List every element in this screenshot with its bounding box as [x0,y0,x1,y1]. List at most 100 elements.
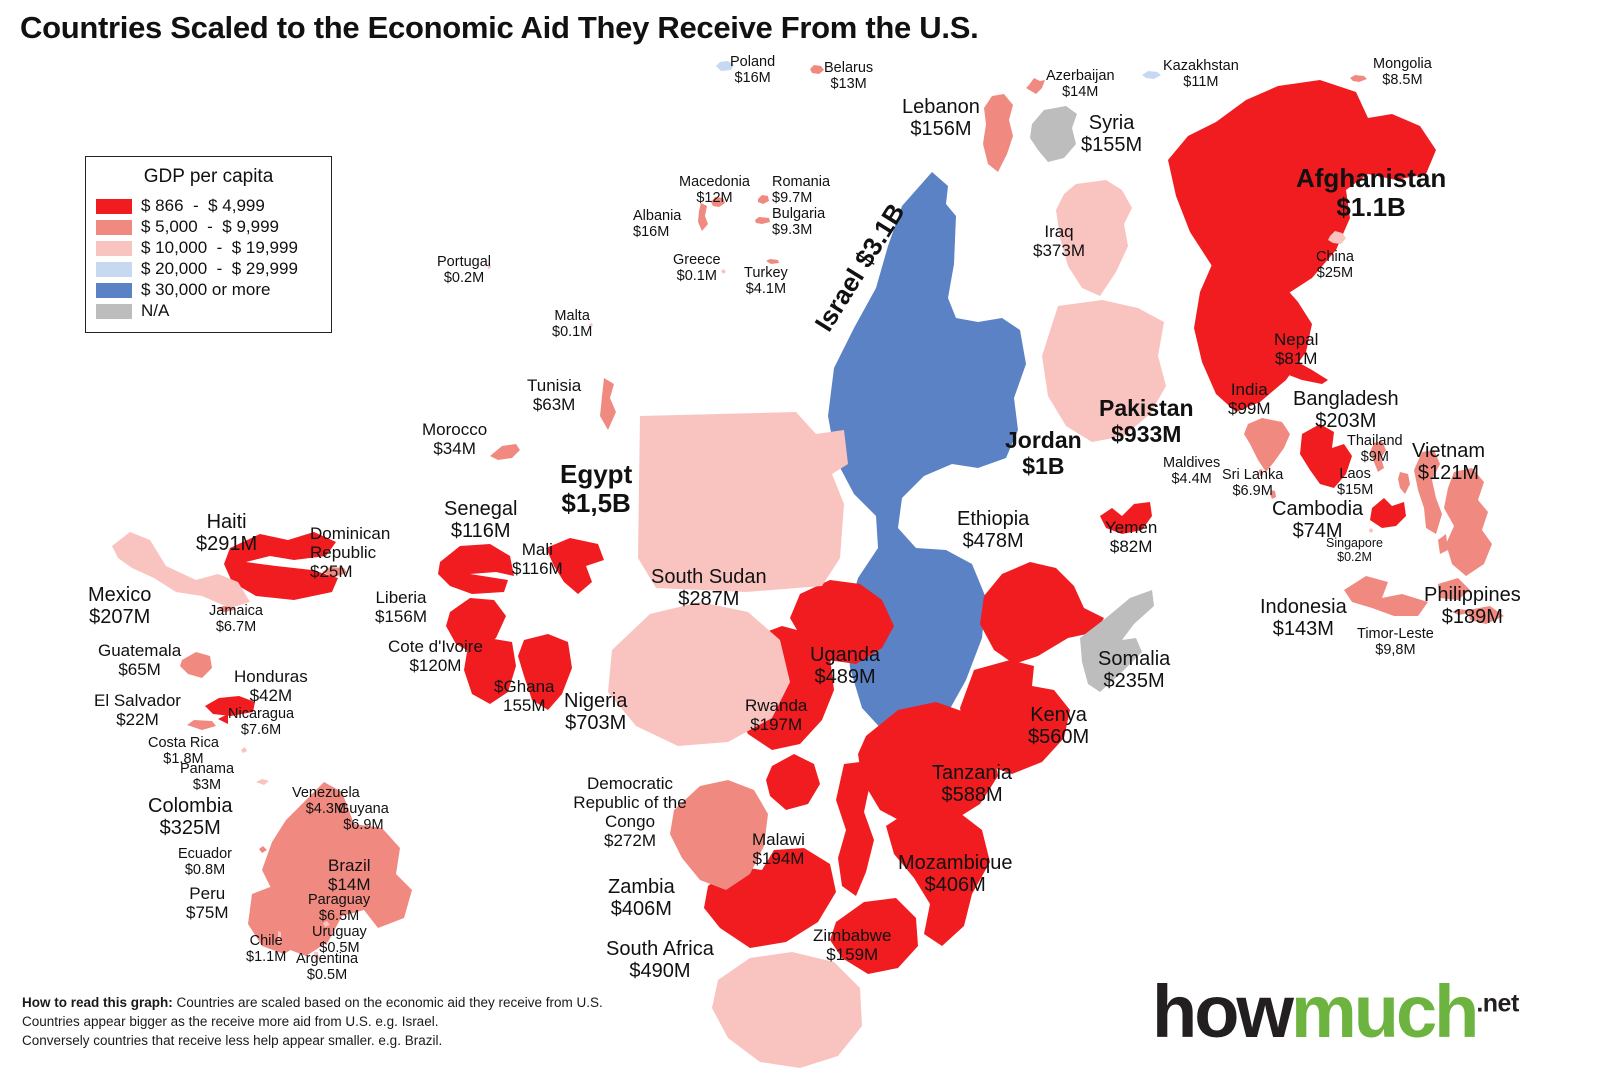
country-shape-belarus [809,64,825,75]
country-shape-portugal [486,262,492,270]
label-thailand: Thailand $9M [1347,433,1403,466]
label-afghanistan: Afghanistan $1.1B [1296,163,1447,223]
label-cambodia: Cambodia $74M [1272,498,1364,543]
label-tanzania: Tanzania $588M [932,762,1013,807]
country-shape-azerbaijan [1026,76,1046,95]
label-ethiopia: Ethiopia $478M [957,508,1030,553]
label-liberia: Liberia $156M [375,588,427,627]
country-shape-dr-congo [664,776,774,896]
label-guyana: Guyana $6.9M [338,801,389,834]
country-shape-somalia [1080,586,1160,696]
country-shape-cambodia [1366,496,1408,530]
label-ecuador: Ecuador $0.8M [178,846,233,879]
country-shape-honduras [203,694,259,718]
legend-row-tier2: $ 5,000 - $ 9,999 [96,217,321,237]
country-shape-nicaragua [216,712,230,726]
label-tunisia: Tunisia $63M [527,376,582,415]
country-shape-guatemala [178,650,214,680]
legend-swatch-tier2 [96,219,132,235]
legend-swatch-tier1 [96,198,132,214]
label-turkey: Turkey $4.1M [744,265,788,298]
country-shape-lebanon [980,94,1020,174]
country-shape-ethiopia [968,560,1108,670]
country-shape-paraguay [304,888,318,904]
country-shape-malta [588,322,594,328]
country-shape-el-salvador [186,718,218,732]
country-shape-venezuela [316,808,326,818]
country-shape-egypt [636,408,851,598]
country-shape-greece [720,268,727,275]
label-portugal: Portugal $0.2M [437,254,492,287]
country-shape-turkey [766,258,780,265]
country-shape-romania [757,194,770,205]
label-indonesia: Indonesia $143M [1260,596,1347,641]
label-morocco: Morocco $34M [422,420,488,459]
label-kenya: Kenya $560M [1028,704,1090,749]
legend-row-na: N/A [96,301,321,321]
country-shape-kazakhstan [1142,70,1162,80]
label-brazil: Brazil $14M [328,856,371,895]
legend-swatch-na [96,303,132,319]
page-title: Countries Scaled to the Economic Aid The… [20,10,979,45]
label-laos: Laos $15M [1337,466,1374,499]
label-china: China $25M [1316,249,1354,282]
label-india: India $99M [1228,380,1271,419]
label-albania: Albania $16M [633,208,682,241]
legend-label-tier5: $ 30,000 or more [141,280,271,299]
country-shape-senegal [436,544,516,600]
howmuch-logo[interactable]: howmuch.net [1152,975,1519,1049]
country-shape-afghanistan [1150,78,1440,308]
country-shape-cote-divoire [460,636,518,708]
label-honduras: Honduras $42M [234,667,308,706]
how-to-read-line2: Countries appear bigger as the receive m… [22,1014,439,1030]
country-shape-jamaica [218,605,236,613]
label-yemen: Yemen $82M [1105,518,1158,557]
label-costa-rica: Costa Rica $1.8M [148,735,219,768]
country-shape-haiti [222,526,342,606]
country-shape-sri-lanka [1268,488,1278,500]
label-nigeria: Nigeria $703M [564,690,628,735]
label-macedonia: Macedonia $12M [679,174,750,207]
label-venezuela: Venezuela $4.3M [292,785,360,818]
label-syria: Syria $155M [1081,112,1143,157]
country-shape-tanzania [852,700,1002,830]
label-el-salvador: El Salvador $22M [94,691,181,730]
label-rwanda: Rwanda $197M [745,696,808,735]
country-shape-timor-leste [1452,608,1470,616]
logo-net: .net [1476,989,1519,1018]
label-uganda: Uganda $489M [810,644,881,689]
country-shape-chile [276,930,283,944]
label-south-africa: South Africa $490M [606,938,714,983]
how-to-read-lead: How to read this graph: [22,995,173,1010]
country-shape-laos [1396,470,1412,496]
label-mexico: Mexico $207M [88,584,152,629]
country-shape-nigeria [594,600,794,750]
label-somalia: Somalia $235M [1098,648,1171,693]
country-shape-pakistan [1180,240,1320,430]
label-chile: Chile $1.1M [246,933,287,966]
legend-title: GDP per capita [143,166,274,187]
label-mali: Mali $116M [512,540,563,579]
label-timor-leste: Timor-Leste $9,8M [1357,626,1434,659]
how-to-read-line3: Conversely countries that receive less h… [22,1033,443,1049]
country-shape-guyana [330,812,342,828]
country-shape-rwanda [762,752,824,814]
legend-label-tier4: $ 20,000 - $ 29,999 [141,259,298,278]
label-philippines: Philippines $189M [1424,584,1521,629]
label-zambia: Zambia $406M [608,876,675,921]
country-shape-ecuador [258,845,268,854]
country-shape-uruguay [322,920,331,928]
country-shape-argentina [312,950,321,962]
legend-row-tier1: $ 866 - $ 4,999 [96,196,321,216]
label-greece: Greece $0.1M [673,252,721,285]
label-egypt: Egypt $1,5B [560,459,633,519]
label-malta: Malta $0.1M [552,308,593,341]
country-shape-dominican-republic [322,566,348,578]
label-lebanon: Lebanon $156M [902,96,980,141]
legend-swatch-tier5 [96,282,132,298]
label-kazakhstan: Kazakhstan $11M [1163,58,1239,91]
label-senegal: Senegal $116M [444,498,518,543]
country-shape-macedonia [710,196,726,208]
country-shape-poland [714,60,736,72]
label-mongolia: Mongolia $8.5M [1373,56,1432,89]
